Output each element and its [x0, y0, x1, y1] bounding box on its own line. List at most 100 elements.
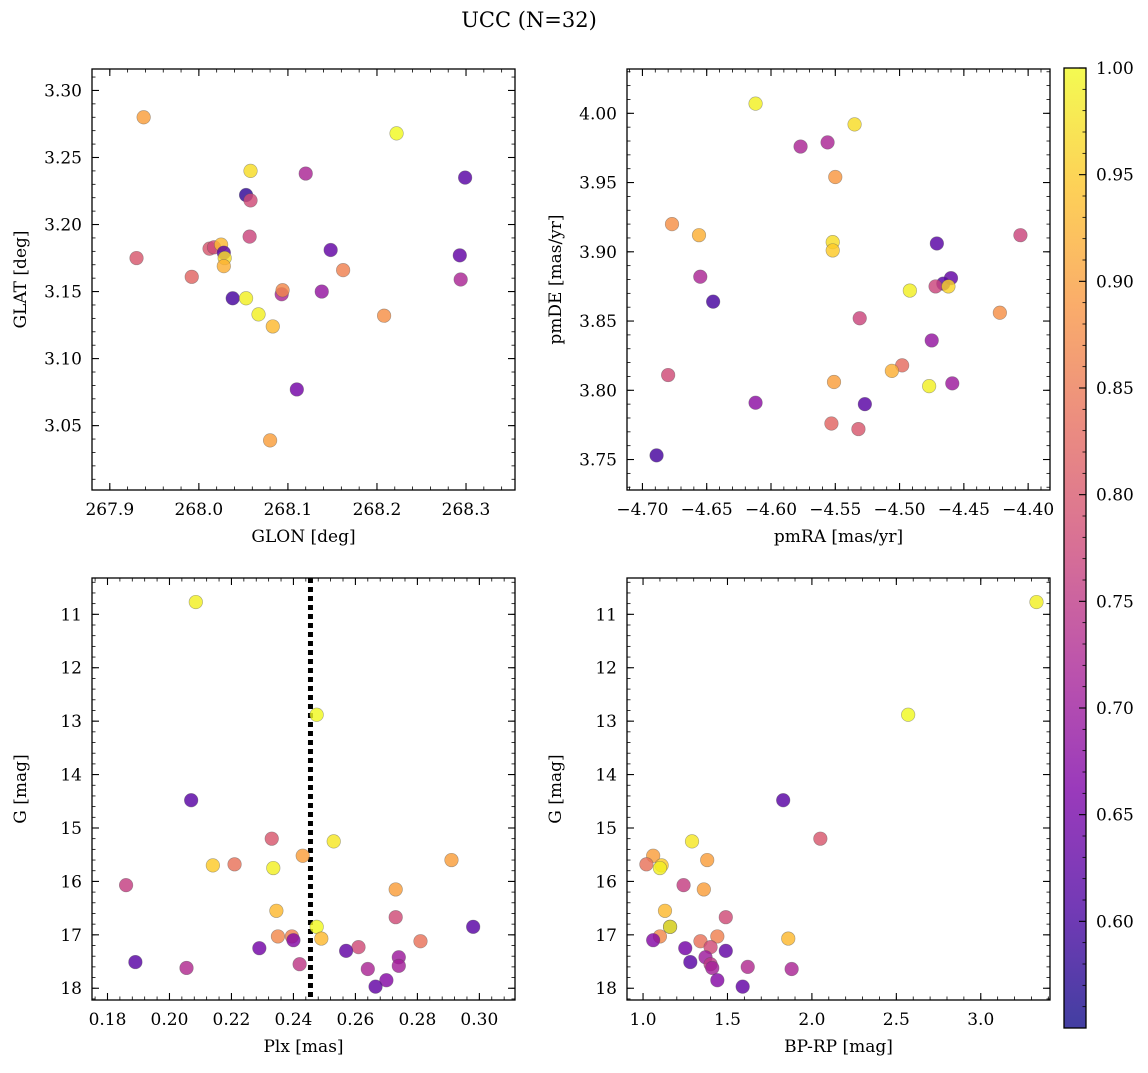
- y-tick-label: 16: [60, 872, 82, 892]
- figure-title: UCC (N=32): [461, 8, 597, 32]
- data-point: [275, 283, 290, 298]
- panel-glon-glat: 267.9 268.0 268.1 268.2 268.3 3.05 3.10 3.15 3.2…: [11, 68, 516, 547]
- data-point: [813, 831, 828, 846]
- data-point: [286, 933, 301, 948]
- data-point: [270, 929, 286, 944]
- points-pmra-pmde: [649, 96, 1028, 463]
- data-point: [184, 269, 199, 284]
- data-point: [820, 135, 835, 150]
- colorbar-tick-label: 0.75: [1096, 592, 1134, 612]
- x-tick-label: −4.45: [938, 500, 990, 520]
- axes-frame: [91, 577, 516, 1001]
- x-axis-label: Plx [mas]: [263, 1037, 343, 1057]
- data-point: [289, 382, 304, 397]
- data-point: [264, 831, 279, 846]
- y-tick-label: 17: [60, 926, 82, 946]
- data-point: [710, 929, 725, 944]
- y-axis-label: pmDE [mas/yr]: [546, 214, 566, 344]
- data-point: [639, 857, 654, 872]
- panels: 267.9 268.0 268.1 268.2 268.3 3.05 3.10 3.15 3.2…: [11, 68, 1054, 1057]
- y-axis-label: G [mag]: [11, 754, 31, 823]
- data-point: [452, 248, 467, 263]
- data-point: [851, 421, 866, 437]
- x-tick-label: 1.5: [714, 1010, 741, 1030]
- data-point: [298, 166, 313, 181]
- x-axis-label: pmRA [mas/yr]: [774, 527, 903, 547]
- x-tick-label: 0.22: [213, 1010, 251, 1030]
- data-point: [266, 860, 281, 876]
- data-point: [129, 250, 144, 266]
- data-point: [748, 96, 763, 111]
- y-tick-label: 3.95: [579, 174, 617, 194]
- data-point: [1013, 228, 1028, 243]
- y-tick-label: 4.00: [579, 104, 617, 124]
- y-tick-label: 14: [595, 766, 617, 786]
- x-tick-label: 268.0: [175, 500, 224, 520]
- x-tick-label: 0.18: [89, 1010, 127, 1030]
- points-glon-glat: [129, 110, 473, 448]
- data-point: [693, 269, 708, 284]
- data-point: [314, 931, 329, 946]
- data-point: [238, 291, 254, 306]
- x-tick-label: 0.20: [151, 1010, 189, 1030]
- data-point: [922, 379, 937, 394]
- data-point: [242, 229, 257, 244]
- y-axis-label: G [mag]: [546, 754, 566, 823]
- data-point: [314, 284, 329, 299]
- colorbar-tick-label: 0.60: [1096, 912, 1134, 932]
- data-point: [793, 139, 808, 154]
- data-point: [205, 858, 220, 873]
- y-tick-label: 12: [60, 659, 82, 679]
- data-point: [243, 163, 258, 178]
- data-point: [453, 272, 468, 287]
- panel-pmra-pmde: −4.70 −4.65 −4.60 −4.55 −4.50 −4.45 −4.40 3.75 3…: [546, 68, 1054, 547]
- data-point: [179, 960, 194, 976]
- data-point: [706, 294, 721, 309]
- y-tick-label: 3.30: [44, 81, 82, 101]
- y-tick-label: 3.85: [579, 312, 617, 332]
- data-point: [924, 333, 939, 348]
- data-point: [902, 283, 917, 298]
- y-tick-label: 11: [60, 605, 82, 625]
- data-point: [735, 979, 750, 994]
- x-tick-label: 0.24: [274, 1010, 312, 1030]
- data-point: [847, 117, 862, 132]
- data-point: [379, 973, 394, 988]
- x-tick-label: 3.0: [967, 1010, 994, 1030]
- data-point: [265, 319, 280, 334]
- data-point: [309, 707, 324, 722]
- colorbar-tick-label: 0.95: [1096, 166, 1134, 186]
- data-point: [225, 291, 240, 306]
- x-tick-label: 268.2: [353, 500, 402, 520]
- data-point: [748, 395, 763, 410]
- y-tick-label: 3.25: [44, 148, 82, 168]
- x-tick-label: −4.50: [874, 500, 926, 520]
- y-tick-label: 3.90: [579, 243, 617, 263]
- data-point: [710, 973, 725, 988]
- points-bprp-g: [639, 594, 1044, 994]
- colorbar: 0.60 0.65 0.70 0.75 0.80 0.85 0.90 0.95 1.00: [1063, 59, 1134, 1029]
- colorbar-tick-label: 1.00: [1096, 59, 1134, 79]
- data-point: [360, 961, 375, 977]
- data-point: [413, 934, 428, 949]
- data-point: [252, 941, 267, 956]
- colorbar-ticks: 0.60 0.65 0.70 0.75 0.80 0.85 0.90 0.95 1.00: [1079, 59, 1134, 1008]
- x-axis-label: GLON [deg]: [251, 527, 355, 547]
- data-point: [292, 957, 307, 972]
- data-point: [825, 243, 840, 258]
- data-point: [128, 954, 143, 970]
- data-point: [700, 852, 715, 868]
- data-point: [826, 374, 842, 390]
- colorbar-gradient: [1064, 68, 1086, 1028]
- y-tick-label: 3.05: [44, 417, 82, 437]
- data-point: [466, 919, 481, 934]
- data-point: [884, 363, 899, 379]
- y-tick-label: 3.10: [44, 350, 82, 370]
- data-point: [718, 943, 733, 958]
- x-tick-label: 268.3: [442, 500, 491, 520]
- data-point: [705, 960, 720, 976]
- data-point: [227, 857, 242, 872]
- data-point: [136, 110, 151, 125]
- data-point: [184, 793, 199, 808]
- x-tick-label: −4.60: [745, 500, 797, 520]
